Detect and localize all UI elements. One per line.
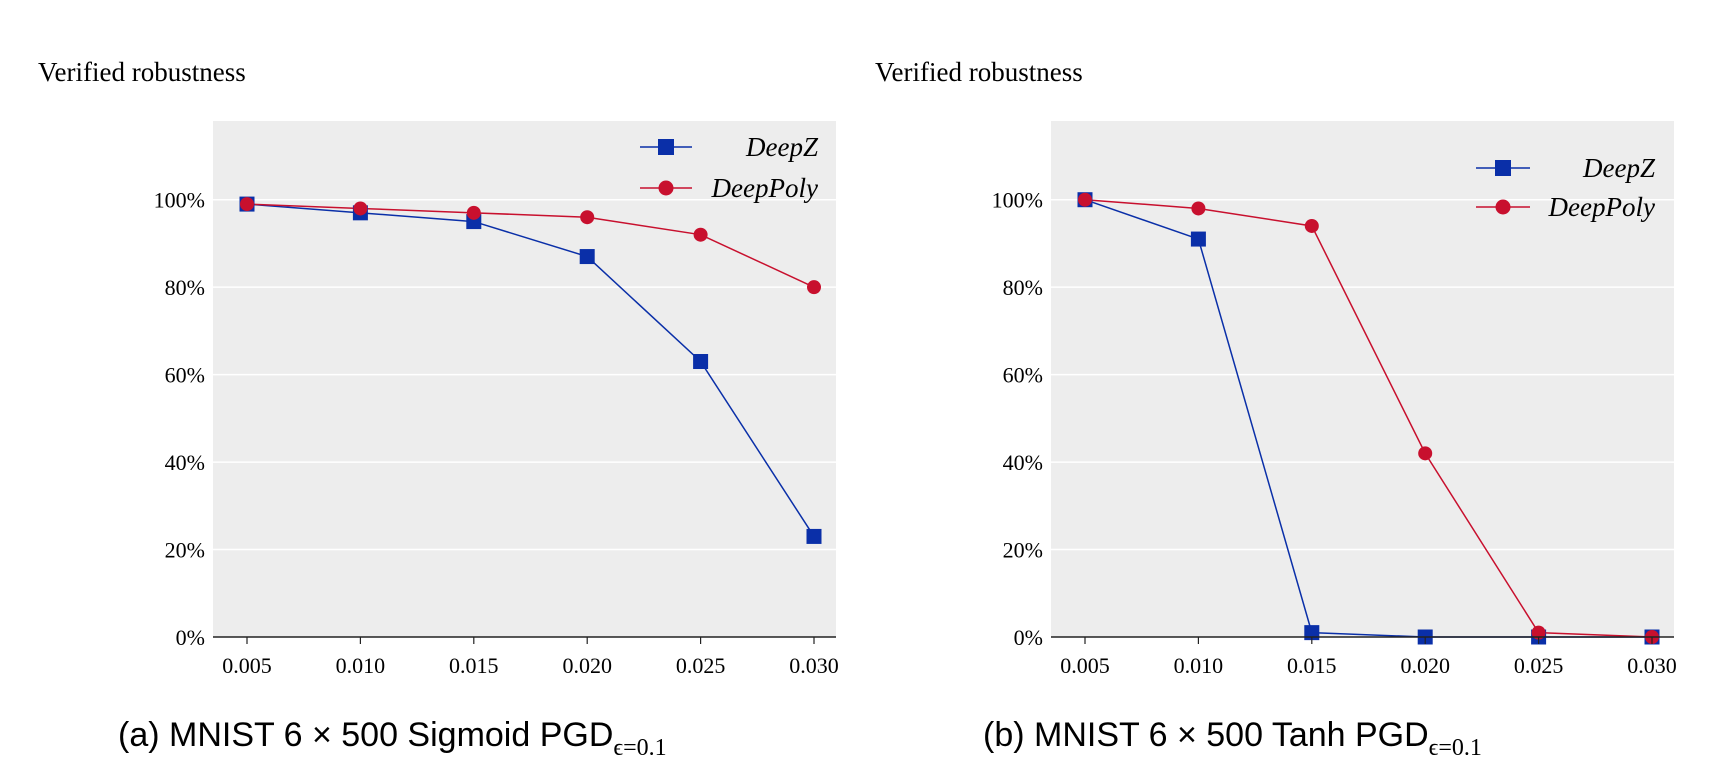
y-tick-label: 60% [1003,363,1043,388]
data-point-deeppoly [1418,446,1433,461]
legend-marker-deepz [658,139,674,155]
x-tick-label: 0.015 [449,653,499,678]
data-point-deeppoly [693,227,708,242]
data-point-deeppoly [1304,218,1319,233]
x-tick-label: 0.030 [789,653,839,678]
panel-a: Verified robustness 0% 20% 40% 60% 80% 100% 0.… [38,57,839,761]
data-point-deepz [693,354,709,370]
x-tick-label: 0.005 [1060,653,1110,678]
ticks: 0% 20% 40% 60% 80% 100% 0.005 0.010 0.015 0.020 0.… [154,188,839,678]
y-tick-label: 0% [1014,625,1043,650]
data-point-deeppoly [580,210,595,225]
legend-marker-deeppoly [1495,199,1511,215]
series-layer [239,196,822,544]
x-tick-label: 0.010 [1174,653,1224,678]
legend: DeepZ DeepPoly [1476,153,1656,222]
y-tick-label: 0% [176,625,205,650]
legend-marker-deepz [1495,160,1511,176]
caption-text: (b) MNIST 6 × 500 Tanh PGD [983,716,1429,754]
x-tick-label: 0.030 [1627,653,1677,678]
data-point-deeppoly [1191,201,1206,216]
series-line-deepz [246,203,815,537]
data-point-deepz [806,528,822,544]
y-tick-label: 100% [992,188,1043,213]
x-tick-label: 0.015 [1287,653,1337,678]
y-axis-label: Verified robustness [875,57,1083,87]
legend-label-deeppoly: DeepPoly [711,173,818,203]
panel-b: Verified robustness 0% 20% 40% 60% 80% 100% 0.… [875,57,1677,761]
y-tick-label: 20% [1003,538,1043,563]
x-tick-label: 0.020 [1400,653,1450,678]
x-tick-label: 0.025 [676,653,726,678]
plot-area [1051,121,1674,637]
caption-text: (a) MNIST 6 × 500 Sigmoid PGD [118,716,613,754]
grid [213,198,836,551]
caption-subscript: ϵ=0.1 [1429,735,1482,761]
y-tick-label: 80% [165,275,205,300]
data-point-deeppoly [466,205,481,220]
data-point-deeppoly [353,201,368,216]
y-tick-label: 40% [1003,450,1043,475]
y-tick-label: 80% [1003,275,1043,300]
y-tick-label: 60% [165,363,205,388]
y-tick-label: 40% [165,450,205,475]
data-point-deepz [579,249,595,265]
legend-label-deepz: DeepZ [745,132,819,162]
x-tick-label: 0.010 [336,653,386,678]
legend-label-deepz: DeepZ [1582,153,1656,183]
y-axis-label: Verified robustness [38,57,246,87]
legend: DeepZ DeepPoly [640,132,819,203]
caption: (a) MNIST 6 × 500 Sigmoid PGDϵ=0.1 [118,716,667,761]
y-tick-label: 20% [165,538,205,563]
y-tick-label: 100% [154,188,205,213]
caption: (b) MNIST 6 × 500 Tanh PGDϵ=0.1 [983,716,1482,761]
data-point-deepz [1190,231,1206,247]
caption-subscript: ϵ=0.1 [613,735,666,761]
data-point-deeppoly [1531,625,1546,640]
data-point-deeppoly [240,197,254,212]
data-point-deeppoly [1078,192,1092,207]
data-point-deeppoly [807,280,821,295]
series-line-deeppoly [246,203,815,288]
series-line-deeppoly [1084,198,1653,638]
grid [1051,198,1674,551]
legend-marker-deeppoly [658,180,674,196]
x-tick-label: 0.005 [222,653,272,678]
ticks: 0% 20% 40% 60% 80% 100% 0.005 0.010 0.015 0.020 0.… [992,188,1677,678]
x-tick-label: 0.025 [1514,653,1564,678]
x-tick-label: 0.020 [562,653,612,678]
legend-label-deeppoly: DeepPoly [1548,192,1655,222]
